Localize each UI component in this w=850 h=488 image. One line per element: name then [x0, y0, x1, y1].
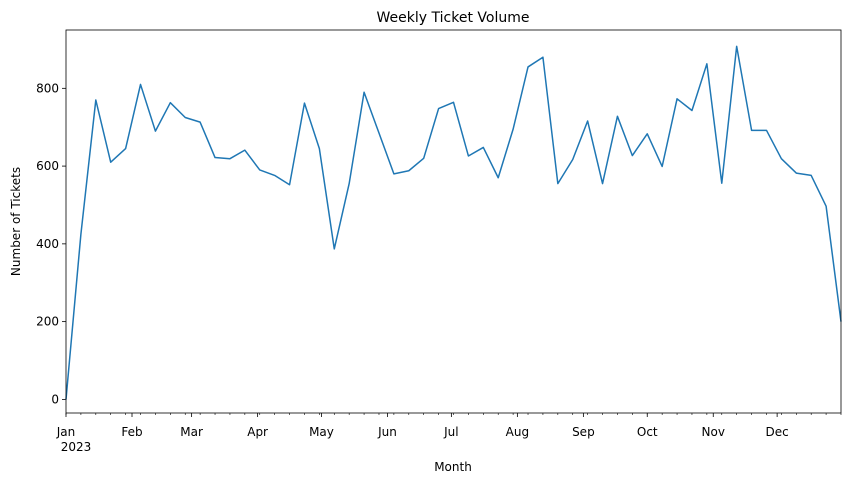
x-tick-label: May — [309, 425, 334, 439]
y-tick-label: 200 — [36, 315, 59, 329]
x-tick-label: Jun — [377, 425, 397, 439]
x-tick-label: Oct — [637, 425, 658, 439]
series-layer — [65, 45, 842, 400]
x-tick-label: Dec — [766, 425, 789, 439]
x-tick-label: Jan — [56, 425, 76, 439]
x-tick-label: Jul — [443, 425, 458, 439]
y-axis-label: Number of Tickets — [9, 167, 23, 276]
x-tick-label: Feb — [121, 425, 142, 439]
y-tick-label: 0 — [51, 392, 59, 406]
series-line — [65, 45, 842, 400]
x-tick-label: Sep — [572, 425, 595, 439]
chart-title: Weekly Ticket Volume — [377, 10, 530, 26]
x-tick-label: Aug — [506, 425, 529, 439]
x-tick-sublabel: 2023 — [61, 440, 92, 454]
y-tick-label: 800 — [36, 81, 59, 95]
x-axis-label: Month — [434, 460, 472, 474]
y-tick-label: 600 — [36, 159, 59, 173]
y-axis: 0 200 400 600 800 — [36, 81, 66, 406]
x-tick-label: Mar — [180, 425, 203, 439]
y-tick-label: 400 — [36, 237, 59, 251]
x-tick-label: Apr — [247, 425, 268, 439]
x-tick-label: Nov — [702, 425, 725, 439]
plot-frame — [65, 29, 842, 414]
